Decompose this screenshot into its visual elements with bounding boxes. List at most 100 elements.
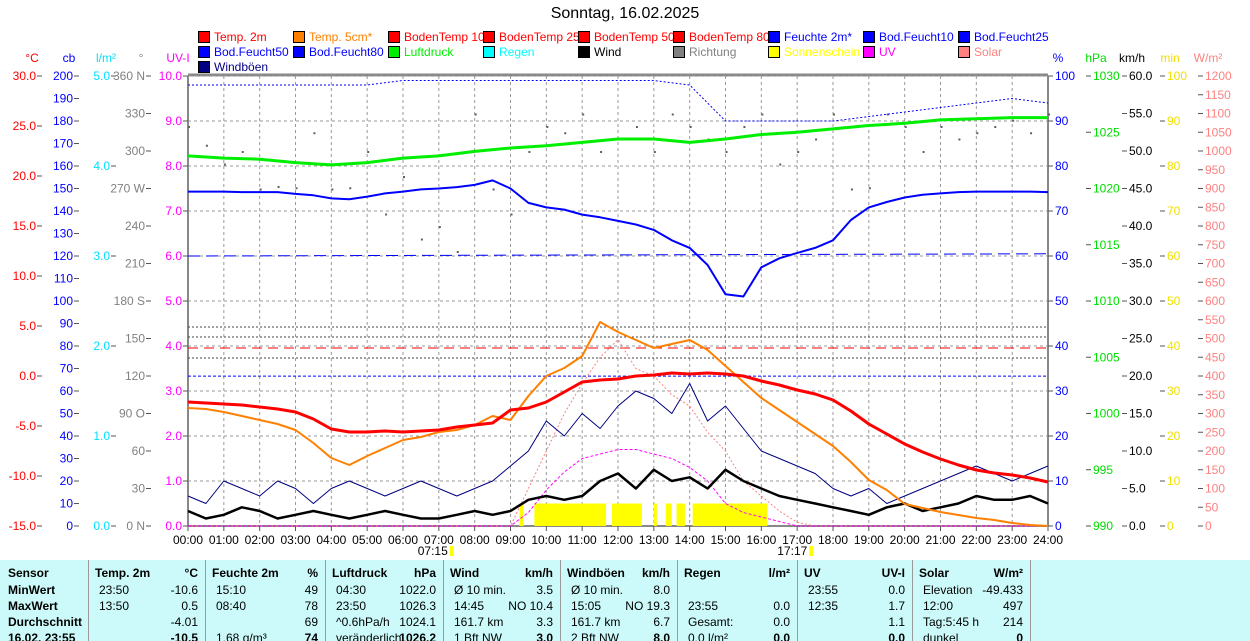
- axis-tick-label: 160: [53, 159, 73, 173]
- axis-tick-label: 1200: [1205, 69, 1232, 83]
- axis-tick-label: 3.0: [93, 249, 110, 263]
- axis-tick-label: 10.0: [13, 269, 37, 283]
- table-cell-value: 1024.1: [399, 615, 436, 629]
- axis-tick-label: 360 N: [113, 69, 145, 83]
- direction-point: [438, 226, 441, 228]
- x-tick-label: 15:00: [710, 533, 740, 547]
- axis-tick-label: 180: [53, 114, 73, 128]
- axis-tick-label: 80: [1167, 159, 1181, 173]
- axis-tick-label: 650: [1205, 275, 1225, 289]
- column-header: UV: [804, 566, 821, 580]
- direction-point: [474, 113, 477, 116]
- legend-label: BodenTemp 10: [404, 30, 485, 44]
- table-column-temp-2m: Temp. 2m °C 23:50 -10.6 13:50 0.5 -4.01 -10.5: [88, 560, 206, 641]
- axis-tick-label: 800: [1205, 219, 1225, 233]
- axis-tick-label: 40: [60, 429, 74, 443]
- legend-swatch: [673, 46, 685, 58]
- legend-item-feuchte-2m: Feuchte 2m*: [768, 30, 852, 44]
- direction-point: [420, 238, 423, 241]
- axis-tick-label: 850: [1205, 200, 1225, 214]
- legend-item-bod-feucht80: Bod.Feucht80: [293, 45, 384, 59]
- axis-tick-label: 25.0: [13, 119, 37, 133]
- axis-tick-label: 40: [1167, 339, 1181, 353]
- sunshine-bar: [519, 503, 524, 526]
- x-tick-label: 17:00: [782, 533, 812, 547]
- column-unit: W/m²: [993, 566, 1023, 580]
- direction-point: [456, 251, 459, 253]
- axis-tick-label: 100: [1167, 69, 1187, 83]
- table-row-label: 16.02. 23:55: [8, 631, 76, 641]
- direction-point: [779, 163, 782, 166]
- direction-point: [815, 138, 818, 141]
- axis-tick-label: 30: [132, 482, 146, 496]
- table-cell-value: 0: [1016, 631, 1023, 641]
- axis-tick-label: 20: [1167, 429, 1181, 443]
- legend-swatch: [958, 31, 970, 43]
- axis-unit-solar: W/m²: [1194, 51, 1223, 65]
- axis-tick-label: 9.0: [165, 114, 182, 128]
- axis-unit-dir: °: [139, 51, 144, 65]
- axis-tick-label: 300: [1205, 407, 1225, 421]
- x-tick-label: 20:00: [890, 533, 920, 547]
- series-luftdruck: [187, 116, 1048, 167]
- axis-tick-label: 180 S: [114, 294, 145, 308]
- axis-tick-label: 30.0: [1129, 294, 1153, 308]
- table-cell-label: Elevation: [923, 583, 973, 597]
- direction-point: [761, 113, 764, 116]
- axis-tick-label: 140: [53, 204, 73, 218]
- legend-item-sonnenschein: Sonnenschein: [768, 45, 860, 59]
- legend-swatch: [388, 46, 400, 58]
- legend-swatch: [198, 61, 210, 73]
- x-tick-label: 02:00: [245, 533, 275, 547]
- axis-unit-wind: km/h: [1119, 51, 1145, 65]
- axis-tick-label: 550: [1205, 313, 1225, 327]
- x-tick-label: 01:00: [209, 533, 239, 547]
- axis-tick-label: 5.0: [1129, 482, 1146, 496]
- axis-tick-label: 90: [60, 317, 74, 331]
- legend-item-bodentemp-10: BodenTemp 10: [388, 30, 485, 44]
- axis-tick-label: 170: [53, 137, 73, 151]
- table-cell-label: 15:10: [216, 583, 247, 597]
- sunrise-marker: [449, 546, 454, 556]
- table-cell-label: Gesamt:: [688, 615, 734, 629]
- axis-tick-label: 100: [1055, 69, 1075, 83]
- x-tick-label: 11:00: [568, 533, 597, 547]
- axis-tick-label: 240: [125, 219, 145, 233]
- direction-point: [223, 163, 226, 166]
- legend-label: Windböen: [214, 60, 269, 74]
- legend-swatch: [388, 31, 400, 43]
- axis-tick-label: 270 W: [110, 182, 145, 196]
- axis-tick-label: 20.0: [13, 169, 37, 183]
- axis-tick-label: 50: [1167, 294, 1181, 308]
- table-cell-value: 1022.0: [399, 583, 436, 597]
- direction-point: [940, 126, 943, 128]
- sunrise-label: 07:15: [418, 544, 448, 558]
- legend-label: Bod.Feucht80: [309, 45, 384, 59]
- axis-tick-label: 210: [125, 257, 145, 271]
- table-cell-value: -49.433: [982, 583, 1023, 597]
- sunshine-bar: [653, 503, 657, 526]
- axis-tick-label: 150: [125, 332, 145, 346]
- axis-tick-label: 15.0: [1129, 407, 1153, 421]
- axis-tick-label: 30.0: [13, 69, 37, 83]
- table-column-uv: UV UV-I 23:55 0.0 12:35 1.7 1.1 0.0: [797, 560, 913, 641]
- legend-swatch: [958, 46, 970, 58]
- axis-tick-label: 60: [1167, 249, 1181, 263]
- table-end-divider: [1030, 560, 1031, 641]
- table-cell-label: 2 Bft NW: [571, 631, 620, 641]
- axis-tick-label: 70: [1055, 204, 1069, 218]
- legend-label: BodenTemp 25: [499, 30, 580, 44]
- table-cell-value: 8.0: [653, 583, 670, 597]
- axis-tick-label: 50: [1205, 500, 1219, 514]
- table-cell-value: 0.5: [181, 599, 198, 613]
- table-cell-value: 1.7: [888, 599, 905, 613]
- axis-tick-label: 0: [1055, 519, 1062, 533]
- legend-swatch: [293, 31, 305, 43]
- axis-tick-label: 5.0: [165, 294, 182, 308]
- direction-point: [259, 188, 262, 191]
- x-tick-label: 16:00: [746, 533, 776, 547]
- axis-tick-label: 0.0: [165, 519, 182, 533]
- axis-tick-label: 7.0: [165, 204, 182, 218]
- table-cell-value: 3.5: [536, 583, 553, 597]
